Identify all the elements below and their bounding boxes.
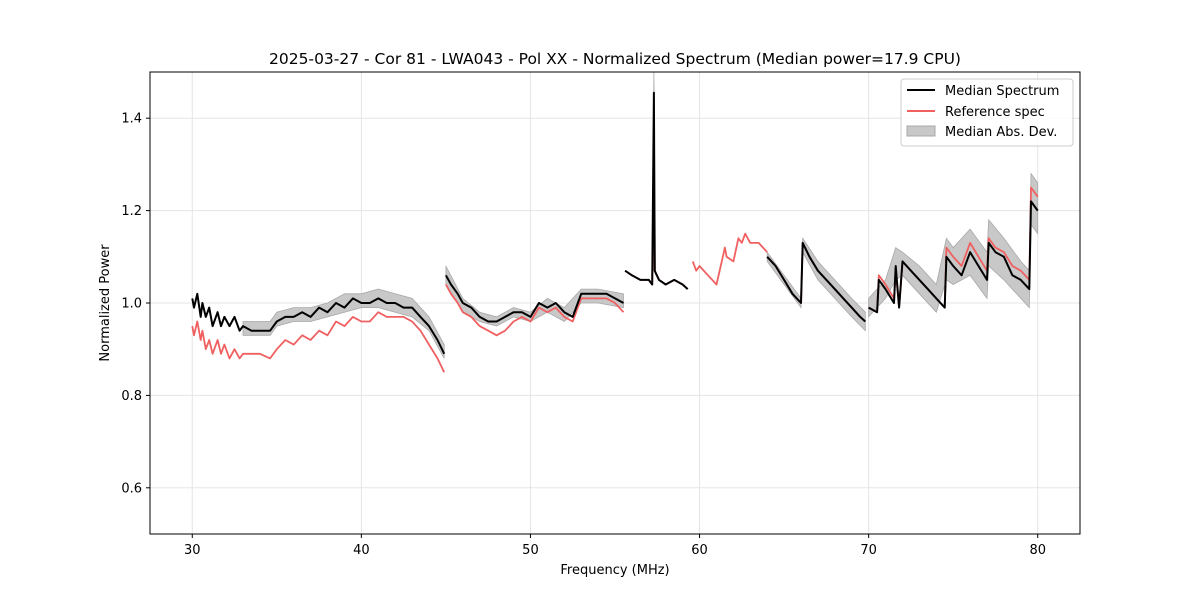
legend-label-reference: Reference spec	[945, 105, 1045, 120]
x-axis-ticks: 30 40 50 60 70 80	[184, 534, 1046, 558]
legend: Median Spectrum Reference spec Median Ab…	[900, 78, 1074, 147]
legend-label-median: Median Spectrum	[945, 84, 1059, 99]
legend-box	[900, 78, 1074, 147]
x-tick-label: 70	[860, 543, 877, 558]
x-axis-label: Frequency (MHz)	[560, 563, 669, 578]
y-tick-label: 1.4	[121, 112, 142, 127]
x-tick-label: 40	[353, 543, 370, 558]
reference-spectrum-line	[445, 284, 625, 337]
x-tick-label: 80	[1029, 543, 1046, 558]
median-spectrum-line	[191, 292, 446, 355]
legend-swatch-mad	[906, 125, 936, 137]
x-tick-label: 50	[522, 543, 539, 558]
mad-band	[242, 288, 445, 359]
y-tick-label: 1.2	[121, 204, 142, 219]
chart-title: 2025-03-27 - Cor 81 - LWA043 - Pol XX - …	[269, 50, 961, 68]
y-tick-label: 0.8	[121, 389, 142, 404]
median-lines	[191, 91, 1039, 355]
reference-spectrum-line	[691, 232, 768, 286]
median-spectrum-line	[624, 91, 689, 290]
y-tick-label: 0.6	[121, 481, 142, 496]
median-spectrum-line	[445, 274, 624, 323]
x-tick-label: 60	[691, 543, 708, 558]
y-axis-label: Normalized Power	[98, 244, 113, 362]
median-spectrum-line	[766, 241, 866, 323]
mad-band	[868, 172, 1039, 318]
legend-label-mad: Median Abs. Dev.	[945, 125, 1057, 140]
median-spectrum-line	[868, 200, 1039, 314]
reference-spectrum-line	[191, 311, 446, 373]
x-tick-label: 30	[184, 543, 201, 558]
y-tick-label: 1.0	[121, 297, 142, 312]
y-axis-ticks: 0.6 0.8 1.0 1.2 1.4	[121, 112, 150, 496]
